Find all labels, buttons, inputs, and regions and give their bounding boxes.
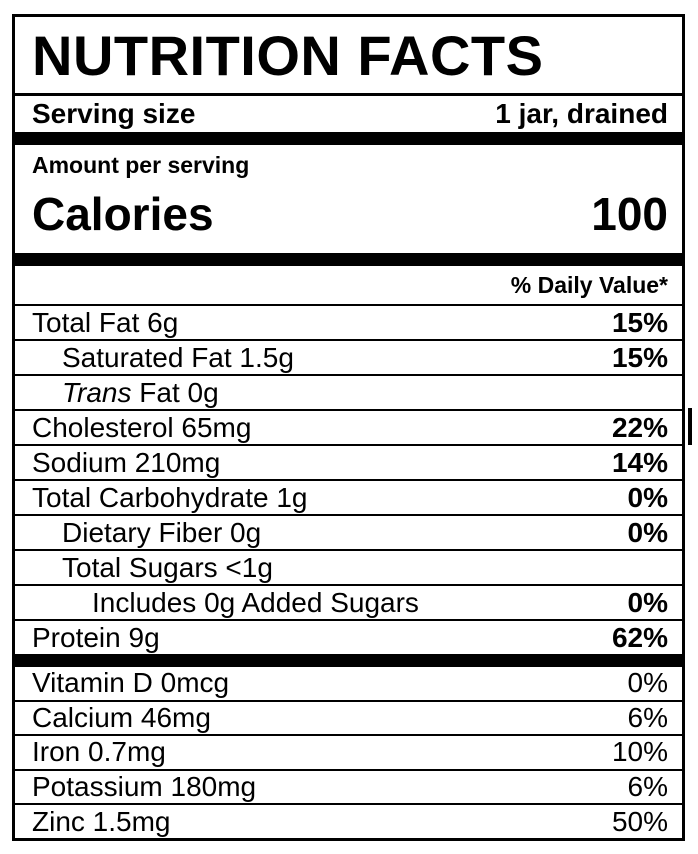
micronutrient-daily-value: 6% xyxy=(627,701,668,733)
nutrient-row: Includes 0g Added Sugars 0% xyxy=(15,584,682,619)
nutrient-daily-value: 14% xyxy=(611,446,668,478)
nutrient-row: Cholesterol 65mg 22% xyxy=(15,409,682,444)
nutrient-row: Dietary Fiber 0g 0% xyxy=(15,514,682,549)
calories-value: 100 xyxy=(591,188,668,240)
micronutrient-name: Iron 0.7mg xyxy=(32,736,166,768)
nutrient-daily-value: 15% xyxy=(611,306,668,338)
micronutrient-daily-value: 50% xyxy=(611,805,668,837)
nutrient-name: Total Carbohydrate 1g xyxy=(32,481,308,513)
cursor-artifact xyxy=(688,408,692,445)
nutrient-daily-value: 0% xyxy=(627,481,668,513)
daily-value-header: % Daily Value* xyxy=(510,271,668,298)
nutrient-name: Total Fat 6g xyxy=(32,306,179,338)
nutrient-name: Cholesterol 65mg xyxy=(32,411,252,443)
nutrient-name: Trans Fat 0g xyxy=(62,376,219,408)
micronutrient-row: Vitamin D 0mcg 0% xyxy=(15,667,682,700)
nutrient-name: Dietary Fiber 0g xyxy=(62,516,262,548)
micronutrient-row: Calcium 46mg 6% xyxy=(15,699,682,735)
nutrient-daily-value: 0% xyxy=(627,586,668,618)
nutrient-row: Saturated Fat 1.5g 15% xyxy=(15,339,682,374)
nutrient-name: Sodium 210mg xyxy=(32,446,221,478)
nutrient-daily-value: 0% xyxy=(627,516,668,548)
calories-label: Calories xyxy=(32,188,214,240)
nutrient-rows: Total Fat 6g 15% Saturated Fat 1.5g 15% Tran… xyxy=(15,304,682,654)
micronutrient-name: Zinc 1.5mg xyxy=(32,805,171,837)
serving-size-value: 1 jar, drained xyxy=(495,98,668,129)
micronutrient-name: Vitamin D 0mcg xyxy=(32,667,230,699)
nutrient-name-italic: Trans xyxy=(62,376,132,408)
micronutrient-daily-value: 6% xyxy=(627,771,668,803)
thick-divider-middle xyxy=(15,253,682,266)
nutrient-name: Includes 0g Added Sugars xyxy=(92,586,419,618)
micronutrient-daily-value: 0% xyxy=(627,667,668,699)
micronutrient-name: Potassium 180mg xyxy=(32,771,257,803)
nutrient-row: Protein 9g 62% xyxy=(15,619,682,654)
nutrient-daily-value: 22% xyxy=(611,411,668,443)
thick-divider-bottom xyxy=(15,654,682,667)
label-title: NUTRITION FACTS xyxy=(15,17,682,96)
serving-size-label: Serving size xyxy=(32,98,196,129)
nutrient-row: Total Fat 6g 15% xyxy=(15,304,682,339)
micronutrient-rows: Vitamin D 0mcg 0% Calcium 46mg 6% Iron 0.7mg… xyxy=(15,667,682,838)
thick-divider-top xyxy=(15,132,682,145)
micronutrient-row: Zinc 1.5mg 50% xyxy=(15,803,682,838)
micronutrient-daily-value: 10% xyxy=(611,736,668,768)
nutrition-facts-label: NUTRITION FACTS Serving size 1 jar, drai… xyxy=(12,14,685,841)
micronutrient-row: Iron 0.7mg 10% xyxy=(15,734,682,769)
calories-row: Calories 100 xyxy=(15,179,682,253)
nutrient-row: Sodium 210mg 14% xyxy=(15,444,682,479)
micronutrient-row: Potassium 180mg 6% xyxy=(15,768,682,804)
nutrient-row: Total Sugars <1g xyxy=(15,549,682,584)
serving-size-row: Serving size 1 jar, drained xyxy=(15,96,682,132)
nutrient-daily-value: 62% xyxy=(611,621,668,653)
nutrient-name: Saturated Fat 1.5g xyxy=(62,341,294,373)
nutrient-name: Total Sugars <1g xyxy=(62,551,273,583)
micronutrient-name: Calcium 46mg xyxy=(32,701,211,733)
nutrient-row: Total Carbohydrate 1g 0% xyxy=(15,479,682,514)
nutrient-name: Protein 9g xyxy=(32,621,160,653)
nutrient-row: Trans Fat 0g xyxy=(15,374,682,409)
amount-per-serving-label: Amount per serving xyxy=(32,152,250,178)
nutrient-daily-value: 15% xyxy=(611,341,668,373)
